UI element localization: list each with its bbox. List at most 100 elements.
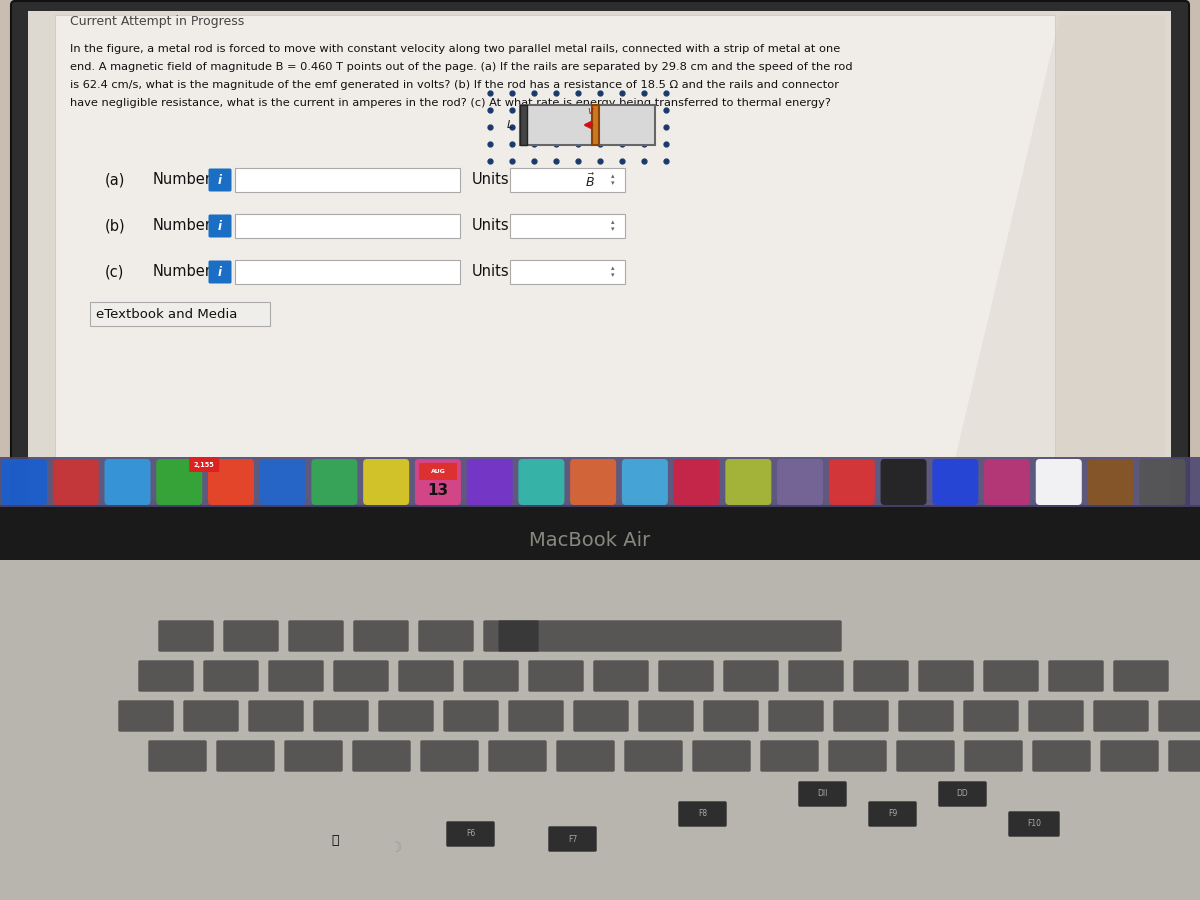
Text: F9: F9	[888, 809, 898, 818]
FancyBboxPatch shape	[984, 661, 1038, 691]
FancyBboxPatch shape	[778, 459, 823, 505]
FancyBboxPatch shape	[574, 700, 629, 732]
FancyBboxPatch shape	[354, 620, 408, 652]
FancyBboxPatch shape	[853, 661, 908, 691]
FancyBboxPatch shape	[248, 700, 304, 732]
FancyBboxPatch shape	[209, 260, 232, 284]
FancyBboxPatch shape	[984, 459, 1030, 505]
FancyBboxPatch shape	[223, 620, 278, 652]
FancyBboxPatch shape	[484, 620, 539, 652]
FancyBboxPatch shape	[965, 741, 1022, 771]
FancyBboxPatch shape	[638, 700, 694, 732]
FancyBboxPatch shape	[415, 459, 461, 505]
FancyBboxPatch shape	[1036, 459, 1081, 505]
Text: Current Attempt in Progress: Current Attempt in Progress	[70, 15, 245, 29]
FancyBboxPatch shape	[881, 459, 926, 505]
Bar	[90, 302, 270, 326]
FancyBboxPatch shape	[334, 661, 389, 691]
Text: i: i	[218, 266, 222, 278]
Bar	[510, 168, 625, 192]
Text: DII: DII	[817, 789, 828, 798]
FancyBboxPatch shape	[622, 459, 668, 505]
FancyBboxPatch shape	[509, 700, 564, 732]
Text: Units: Units	[472, 265, 510, 280]
FancyBboxPatch shape	[53, 459, 98, 505]
FancyBboxPatch shape	[398, 661, 454, 691]
Bar	[28, 11, 1171, 527]
FancyBboxPatch shape	[768, 700, 823, 732]
Bar	[0, 505, 1200, 560]
Bar	[28, 11, 1171, 527]
Text: i: i	[218, 220, 222, 232]
Bar	[0, 510, 1200, 530]
Text: Units: Units	[472, 173, 510, 187]
Text: is 62.4 cm/s, what is the magnitude of the emf generated in volts? (b) If the ro: is 62.4 cm/s, what is the magnitude of t…	[70, 80, 839, 90]
Bar	[419, 463, 457, 480]
Text: DD: DD	[956, 789, 968, 798]
FancyBboxPatch shape	[104, 459, 150, 505]
Bar	[520, 105, 527, 145]
Text: eTextbook and Media: eTextbook and Media	[96, 308, 238, 320]
FancyBboxPatch shape	[1093, 700, 1148, 732]
Bar	[0, 457, 1200, 507]
FancyBboxPatch shape	[353, 741, 410, 771]
Bar	[0, 510, 1200, 900]
FancyBboxPatch shape	[548, 826, 596, 851]
Text: ▴
▾: ▴ ▾	[611, 174, 614, 186]
FancyBboxPatch shape	[209, 168, 232, 192]
Bar	[235, 214, 460, 238]
FancyBboxPatch shape	[364, 459, 409, 505]
FancyBboxPatch shape	[11, 1, 1189, 539]
Text: $\vec{B}$: $\vec{B}$	[586, 173, 595, 190]
Text: L: L	[506, 120, 514, 130]
FancyBboxPatch shape	[467, 459, 512, 505]
Polygon shape	[950, 15, 1165, 480]
Text: Number: Number	[154, 265, 212, 280]
Text: F7: F7	[568, 834, 577, 843]
Text: Units: Units	[472, 219, 510, 233]
FancyBboxPatch shape	[761, 741, 818, 771]
Bar	[0, 555, 1200, 900]
FancyBboxPatch shape	[788, 661, 844, 691]
FancyBboxPatch shape	[938, 781, 986, 806]
Text: Number: Number	[154, 173, 212, 187]
Text: (a): (a)	[106, 173, 125, 187]
FancyBboxPatch shape	[829, 459, 875, 505]
Bar	[592, 105, 599, 145]
FancyBboxPatch shape	[659, 661, 714, 691]
FancyBboxPatch shape	[964, 700, 1019, 732]
FancyBboxPatch shape	[138, 661, 193, 691]
FancyBboxPatch shape	[269, 661, 324, 691]
FancyBboxPatch shape	[208, 459, 254, 505]
Text: 2,155: 2,155	[194, 462, 215, 467]
FancyBboxPatch shape	[158, 620, 214, 652]
Text: F6: F6	[466, 830, 475, 839]
Text: 🎤: 🎤	[331, 833, 338, 847]
Text: (c): (c)	[106, 265, 125, 280]
FancyBboxPatch shape	[1032, 741, 1091, 771]
FancyBboxPatch shape	[446, 822, 494, 847]
FancyBboxPatch shape	[1008, 812, 1060, 836]
FancyBboxPatch shape	[378, 700, 433, 732]
Text: 13: 13	[427, 483, 449, 498]
FancyBboxPatch shape	[419, 620, 474, 652]
Text: i: i	[218, 174, 222, 186]
Bar	[235, 260, 460, 284]
Text: ▴
▾: ▴ ▾	[611, 266, 614, 278]
Bar	[235, 168, 460, 192]
FancyBboxPatch shape	[463, 661, 518, 691]
FancyBboxPatch shape	[1, 459, 47, 505]
FancyBboxPatch shape	[624, 741, 683, 771]
FancyBboxPatch shape	[678, 802, 726, 826]
FancyBboxPatch shape	[1100, 741, 1158, 771]
FancyBboxPatch shape	[420, 741, 479, 771]
FancyBboxPatch shape	[209, 214, 232, 238]
FancyBboxPatch shape	[184, 700, 239, 732]
Text: AUG: AUG	[431, 469, 445, 474]
FancyBboxPatch shape	[692, 741, 750, 771]
FancyBboxPatch shape	[869, 802, 917, 826]
FancyBboxPatch shape	[518, 459, 564, 505]
FancyBboxPatch shape	[1028, 700, 1084, 732]
FancyBboxPatch shape	[528, 661, 583, 691]
FancyBboxPatch shape	[1169, 741, 1200, 771]
